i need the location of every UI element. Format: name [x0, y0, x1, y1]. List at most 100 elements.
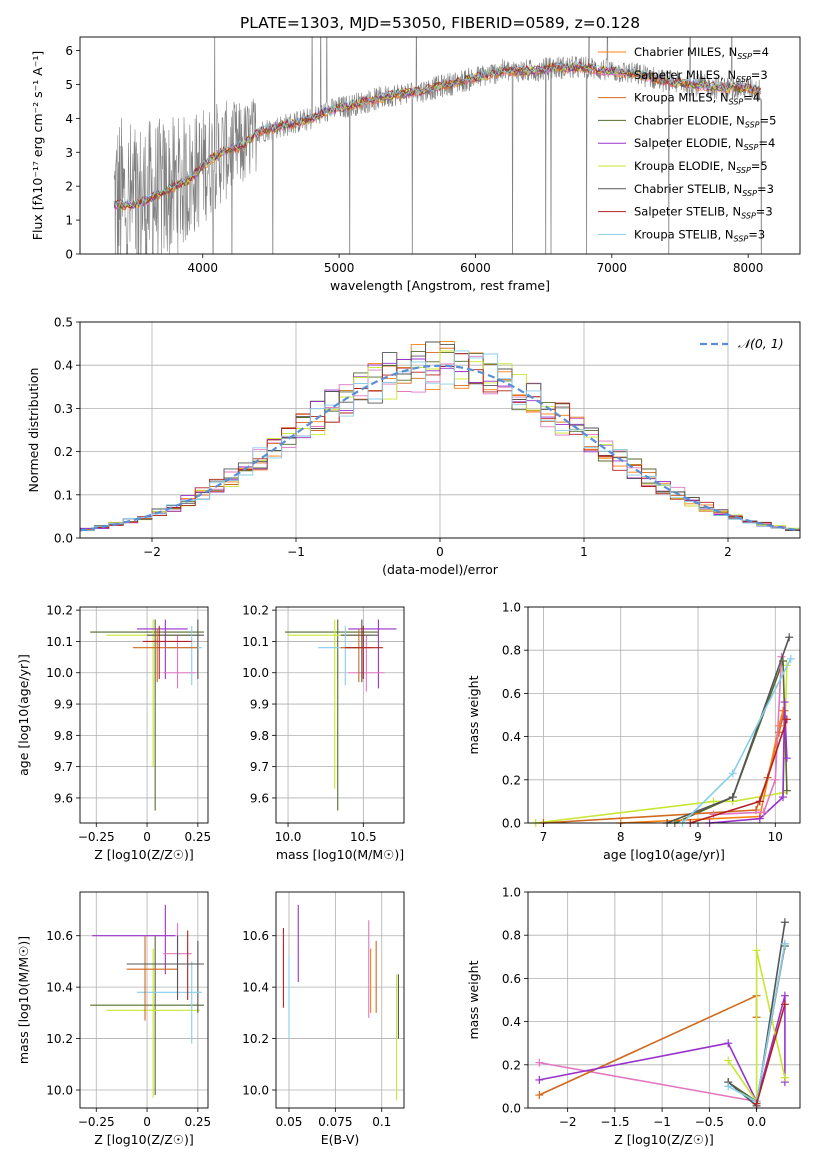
model-spectrum-line: [113, 61, 761, 209]
y-tick-label: 9.9: [54, 698, 73, 712]
y-tick-label: 0.8: [502, 929, 521, 943]
x-tick-label: 10.5: [350, 830, 377, 844]
y-tick-label: 1.0: [502, 601, 521, 615]
y-tick-label: 9.7: [54, 760, 73, 774]
weight-marker: [782, 786, 791, 795]
weight-marker: [535, 1075, 544, 1084]
normal-curve: [79, 364, 801, 532]
legend-label: Kroupa ELODIE, NSSP=5: [634, 159, 768, 175]
axes-frame: [79, 891, 209, 1109]
weight-marker: [782, 715, 791, 724]
y-tick-label: 10.4: [46, 981, 73, 995]
weight-marker: [779, 793, 787, 802]
x-tick-label: 7000: [597, 261, 628, 275]
y-tick-label: 0.2: [502, 1058, 521, 1072]
residual-histogram: [80, 353, 800, 531]
y-tick-label: 0.1: [54, 488, 73, 502]
y-tick-label: 10.6: [242, 929, 269, 943]
y-tick-label: 0.0: [54, 532, 73, 546]
y-axis-label: Flux [fλ10⁻¹⁷ erg cm⁻² s⁻¹ A⁻¹]: [30, 51, 45, 240]
y-tick-label: 0.2: [54, 445, 73, 459]
x-tick-label: 0.1: [372, 1115, 391, 1129]
plot-area: [531, 633, 795, 827]
y-tick-label: 9.7: [250, 760, 269, 774]
weight-marker: [759, 808, 768, 817]
plot-area: [282, 904, 399, 1101]
weight-vs-age-panel: 7 8 9 10 0.0 0.2 0.4 0.6 0.8 1.0 age [log10(age/yr…: [466, 601, 801, 862]
weight-marker: [724, 1082, 733, 1091]
x-tick-label: 1: [580, 545, 588, 559]
x-tick-label: 0.25: [184, 830, 211, 844]
legend-label: 𝒩(0, 1): [738, 336, 784, 351]
x-tick-label: 0.05: [276, 1115, 303, 1129]
x-tick-label: 5000: [324, 261, 355, 275]
y-tick-label: 10.1: [242, 635, 269, 649]
weight-marker: [535, 1091, 544, 1100]
legend-label: Salpeter STELIB, NSSP=3: [634, 205, 773, 221]
x-tick-label: −0.25: [78, 830, 115, 844]
x-tick-label: −2: [559, 1115, 577, 1129]
y-tick-label: 5: [65, 78, 73, 92]
weight-marker: [728, 769, 737, 778]
axes-frame: [275, 606, 405, 824]
x-tick-label: 0.075: [318, 1115, 352, 1129]
y-axis-label: mass weight: [466, 675, 481, 754]
y-tick-label: 10.0: [242, 666, 269, 680]
model-spectrum-line: [113, 61, 761, 207]
y-tick-label: 0.4: [502, 730, 521, 744]
y-tick-label: 10.1: [46, 635, 73, 649]
y-tick-label: 10.6: [46, 929, 73, 943]
y-tick-label: 10.0: [242, 1084, 269, 1098]
weight-marker: [780, 991, 789, 1000]
weight-marker: [780, 1073, 789, 1082]
mass-vs-ebv-panel: 0.05 0.075 0.1 10.0 10.2 10.4 10.6 E(B-V): [242, 891, 405, 1147]
legend-label: Kroupa MILES, NSSP=4: [634, 91, 760, 107]
axes-frame: [79, 606, 209, 824]
weight-marker: [780, 918, 789, 927]
y-tick-label: 1.0: [502, 886, 521, 900]
y-tick-label: 9.8: [250, 729, 269, 743]
x-tick-label: 2: [724, 545, 732, 559]
x-tick-label: −1.5: [600, 1115, 629, 1129]
x-axis-label: Z [log10(Z/Z☉)]: [614, 1132, 714, 1147]
x-axis-label: wavelength [Angstrom, rest frame]: [330, 278, 550, 293]
x-tick-label: 8: [617, 830, 625, 844]
legend-label: Chabrier STELIB, NSSP=3: [634, 182, 774, 198]
x-tick-label: 0.25: [184, 1115, 211, 1129]
x-tick-label: −2: [143, 545, 161, 559]
weight-marker: [771, 775, 780, 784]
y-tick-label: 0.6: [502, 972, 521, 986]
plot-area: [79, 340, 801, 532]
legend-label: Chabrier ELODIE, NSSP=5: [634, 113, 776, 129]
x-tick-label: 0: [436, 545, 444, 559]
y-tick-label: 0.4: [502, 1015, 521, 1029]
axes-frame: [527, 891, 801, 1109]
y-tick-label: 9.8: [54, 729, 73, 743]
y-tick-label: 9.6: [54, 791, 73, 805]
mass-vs-z-panel: −0.25 0 0.25 10.0 10.2 10.4 10.6 Z [log10(Z/Z☉)…: [16, 891, 211, 1147]
x-axis-label: E(B-V): [321, 1132, 360, 1147]
residual-histogram: [80, 350, 800, 531]
x-tick-label: 7: [540, 830, 548, 844]
weight-marker: [755, 797, 764, 806]
y-tick-label: 4: [65, 112, 73, 126]
y-tick-label: 10.0: [46, 1084, 73, 1098]
x-tick-label: 8000: [733, 261, 764, 275]
weight-marker: [785, 633, 794, 642]
x-tick-label: 0: [143, 830, 151, 844]
x-tick-label: −0.25: [78, 1115, 115, 1129]
y-tick-label: 0.2: [502, 773, 521, 787]
y-tick-label: 0.4: [54, 359, 73, 373]
y-axis-label: mass [log10(M/M☉)]: [16, 936, 31, 1064]
age-vs-z-panel: −0.25 0 0.25 9.6 9.7 9.8 9.9 10.0 10.1 10.2 Z [log…: [16, 604, 211, 862]
y-tick-label: 1: [65, 214, 73, 228]
residuals-panel: −2 −1 0 1 2 0.0 0.1 0.2 0.3 0.4 0.5 (data-model)/er…: [26, 316, 801, 577]
weight-marker: [780, 1000, 789, 1009]
x-tick-label: 10: [768, 830, 783, 844]
y-tick-label: 6: [65, 44, 73, 58]
weight-marker: [780, 939, 789, 948]
x-tick-label: −0.5: [695, 1115, 724, 1129]
plot-area: [90, 904, 204, 1098]
y-tick-label: 10.2: [46, 1032, 73, 1046]
weight-marker: [786, 654, 795, 663]
